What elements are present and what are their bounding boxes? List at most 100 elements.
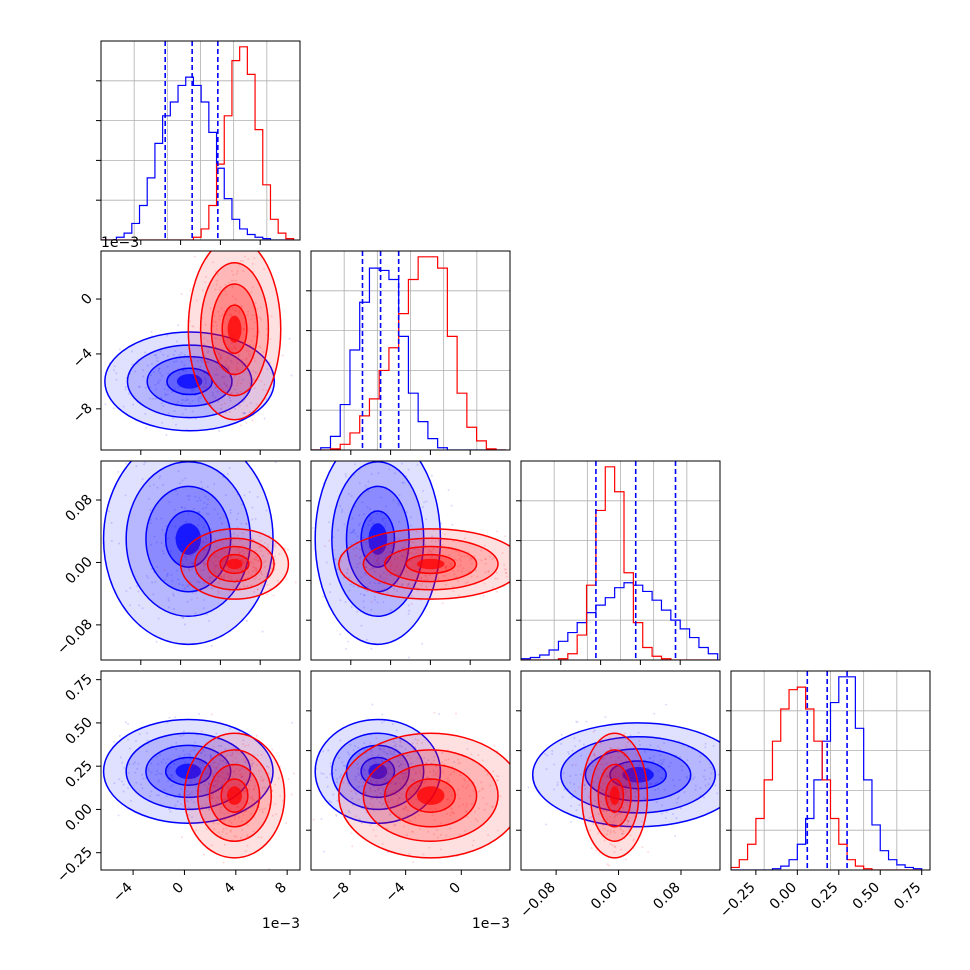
scatter-point xyxy=(246,824,249,827)
scatter-point xyxy=(227,577,230,580)
scatter-point xyxy=(207,248,209,250)
scatter-point xyxy=(124,385,127,388)
scatter-point xyxy=(350,543,353,546)
scatter-point xyxy=(236,272,239,275)
scatter-point xyxy=(355,775,358,778)
scatter-point xyxy=(716,792,719,795)
scatter-point xyxy=(180,292,183,295)
scatter-point xyxy=(160,396,163,399)
scatter-point xyxy=(589,829,592,832)
scatter-point xyxy=(203,562,206,565)
scatter-point xyxy=(480,549,483,552)
scatter-point xyxy=(492,770,495,773)
scatter-point xyxy=(655,800,658,803)
scatter-point xyxy=(184,477,187,480)
scatter-point xyxy=(436,836,439,839)
scatter-point xyxy=(204,754,207,757)
scatter-point xyxy=(175,360,178,363)
scatter-point xyxy=(152,483,155,486)
scatter-point xyxy=(642,778,645,781)
scatter-point xyxy=(384,556,387,559)
scatter-point xyxy=(633,815,636,818)
scatter-point xyxy=(404,550,407,553)
scatter-point xyxy=(638,739,641,742)
scatter-point xyxy=(497,775,500,778)
scatter-point xyxy=(399,739,402,742)
scatter-point xyxy=(160,772,163,775)
scatter-point xyxy=(354,532,357,535)
scatter-point xyxy=(248,352,251,355)
scatter-point xyxy=(186,494,189,497)
scatter-point xyxy=(135,465,138,468)
scatter-point xyxy=(358,557,361,560)
scatter-point xyxy=(113,740,116,743)
scatter-point xyxy=(172,353,175,356)
scatter-point xyxy=(253,787,256,790)
density-core xyxy=(226,558,243,570)
scatter-point xyxy=(483,544,486,547)
scatter-point xyxy=(191,410,194,413)
scatter-point xyxy=(414,568,417,571)
scatter-point xyxy=(281,800,284,803)
scatter-point xyxy=(593,752,596,755)
scatter-point xyxy=(191,400,194,403)
scatter-point xyxy=(429,550,432,553)
scatter-point xyxy=(203,565,206,568)
scatter-point xyxy=(262,351,265,354)
scatter-point xyxy=(347,640,350,643)
scatter-point xyxy=(166,573,169,576)
scatter-point xyxy=(210,379,213,382)
scatter-point xyxy=(147,769,150,772)
scatter-point xyxy=(504,568,507,571)
scatter-point xyxy=(261,573,264,576)
scatter-point xyxy=(370,519,373,522)
scatter-point xyxy=(395,590,398,593)
scatter-point xyxy=(390,544,393,547)
scatter-point xyxy=(390,792,393,795)
scatter-point xyxy=(411,830,414,833)
scatter-point xyxy=(217,831,220,834)
scatter-point xyxy=(627,820,630,823)
scatter-point xyxy=(248,343,251,346)
scatter-point xyxy=(491,805,494,808)
scatter-point xyxy=(660,812,663,815)
scatter-point xyxy=(627,805,630,808)
scatter-point xyxy=(457,565,460,568)
scatter-point xyxy=(258,316,261,319)
scatter-point xyxy=(217,744,220,747)
scatter-point xyxy=(392,750,395,753)
panel-plot-area xyxy=(101,41,300,240)
scatter-point xyxy=(228,282,231,285)
scatter-point xyxy=(234,347,237,350)
scatter-point xyxy=(222,790,225,793)
scatter-point xyxy=(383,517,386,520)
scatter-point xyxy=(165,762,168,765)
scatter-point xyxy=(148,397,151,400)
scatter-point xyxy=(254,567,257,570)
scatter-point xyxy=(626,801,629,804)
scatter-point xyxy=(206,787,209,790)
scatter-point xyxy=(239,558,242,561)
scatter-point xyxy=(382,577,385,580)
scatter-point xyxy=(202,569,205,572)
scatter-point xyxy=(217,797,220,800)
scatter-point xyxy=(382,787,385,790)
scatter-point xyxy=(366,757,369,760)
scatter-point xyxy=(444,565,447,568)
scatter-point xyxy=(339,633,342,636)
scatter-point xyxy=(214,321,217,324)
scatter-point xyxy=(389,768,392,771)
scatter-point xyxy=(228,347,231,350)
scatter-point xyxy=(371,567,374,570)
scatter-point xyxy=(379,564,382,567)
scatter-point xyxy=(150,567,153,570)
scatter-point xyxy=(230,391,233,394)
scatter-point xyxy=(452,590,455,593)
scatter-point xyxy=(190,389,193,392)
scatter-point xyxy=(628,777,631,780)
scatter-point xyxy=(592,780,595,783)
scatter-point xyxy=(179,735,182,738)
scatter-point xyxy=(326,785,329,788)
scatter-point xyxy=(263,267,266,270)
scatter-point xyxy=(630,783,633,786)
